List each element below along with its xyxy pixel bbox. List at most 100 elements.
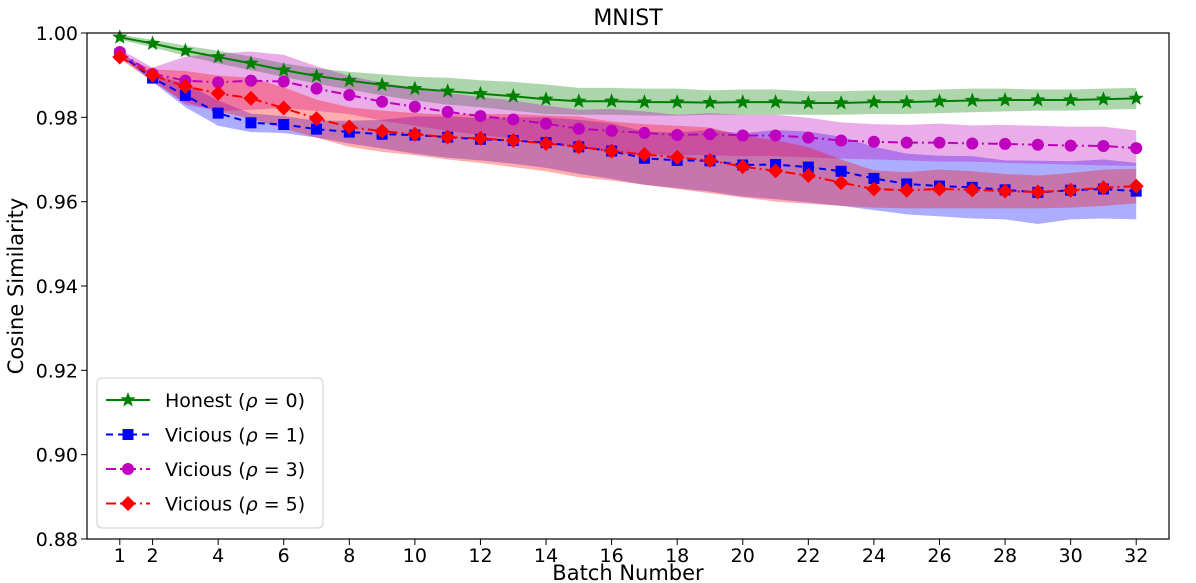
- data-point-series-3: [374, 123, 390, 139]
- data-point-series-0: [1095, 91, 1112, 106]
- data-point-series-0: [833, 95, 849, 110]
- data-point-series-3: [1030, 184, 1046, 200]
- y-tick-label: 1.00: [36, 23, 78, 45]
- data-point-series-0: [735, 94, 751, 109]
- data-point-series-3: [505, 133, 521, 149]
- data-point-series-3: [931, 181, 947, 197]
- data-point-series-1: [868, 172, 880, 184]
- data-point-series-0: [899, 94, 915, 109]
- data-point-series-2: [441, 105, 454, 118]
- data-point-series-0: [243, 55, 259, 70]
- data-point-series-2: [1130, 142, 1143, 155]
- x-tick-label: 28: [993, 545, 1017, 567]
- data-point-series-2: [671, 129, 684, 142]
- data-point-series-2: [1064, 139, 1077, 152]
- legend-label: Vicious (ρ = 5): [165, 494, 305, 516]
- data-point-series-3: [1063, 182, 1079, 198]
- data-point-series-0: [1030, 92, 1046, 107]
- y-tick-label: 0.98: [36, 107, 78, 129]
- data-point-series-2: [933, 136, 946, 149]
- legend-label: Honest (ρ = 0): [165, 390, 305, 412]
- data-point-series-0: [1063, 92, 1079, 107]
- data-point-series-0: [210, 49, 226, 64]
- x-tick-label: 16: [600, 545, 624, 567]
- confidence-bands: [119, 34, 1137, 225]
- data-point-series-0: [604, 93, 620, 108]
- data-point-series-2: [999, 137, 1012, 150]
- data-point-series-0: [636, 94, 652, 109]
- data-point-series-3: [538, 135, 554, 151]
- legend-swatch-marker: [122, 463, 134, 475]
- data-point-series-3: [899, 182, 915, 198]
- data-point-series-3: [309, 111, 325, 127]
- data-point-series-2: [835, 134, 848, 147]
- data-point-series-3: [1095, 180, 1111, 196]
- data-point-series-2: [277, 75, 290, 88]
- data-point-series-3: [210, 85, 226, 101]
- x-tick-label: 24: [862, 545, 886, 567]
- data-point-series-2: [867, 135, 880, 148]
- data-point-series-3: [177, 79, 193, 95]
- data-point-series-3: [964, 182, 980, 198]
- data-point-series-1: [802, 161, 814, 173]
- series-markers: [112, 29, 1144, 200]
- data-point-series-2: [966, 137, 979, 150]
- x-tick-label: 14: [534, 545, 558, 567]
- data-point-series-2: [703, 128, 716, 141]
- data-point-series-3: [702, 152, 718, 168]
- x-tick-label: 22: [796, 545, 820, 567]
- data-point-series-0: [571, 93, 587, 108]
- y-axis-ticks: 0.88 0.90 0.92 0.94 0.96 0.98 1.00: [36, 23, 87, 551]
- data-point-series-2: [736, 129, 749, 142]
- data-point-series-2: [474, 110, 487, 123]
- data-point-series-0: [308, 68, 325, 83]
- y-tick-label: 0.88: [36, 529, 78, 551]
- data-point-series-3: [669, 149, 685, 165]
- x-axis-ticks: 1 2 4 6 8 10 12 14 16 18 20 22 24 26 28 30 32: [114, 539, 1148, 567]
- data-point-series-0: [276, 62, 292, 77]
- legend-swatch-marker: [120, 496, 136, 511]
- data-point-series-3: [735, 159, 751, 175]
- series-line-0: [119, 36, 1137, 104]
- data-point-series-0: [1128, 90, 1144, 105]
- data-point-series-3: [145, 67, 161, 83]
- data-point-series-1: [278, 119, 290, 131]
- data-point-series-2: [310, 82, 323, 95]
- data-point-series-1: [245, 117, 257, 129]
- data-point-series-0: [374, 76, 390, 92]
- x-tick-label: 2: [147, 545, 159, 567]
- x-tick-label: 30: [1059, 545, 1083, 567]
- data-point-series-0: [702, 94, 718, 110]
- data-point-series-1: [212, 107, 224, 119]
- legend-label: Vicious (ρ = 1): [165, 425, 305, 447]
- x-tick-label: 32: [1124, 545, 1148, 567]
- data-point-series-3: [866, 181, 882, 197]
- legend-swatch-marker: [122, 429, 134, 440]
- data-point-series-0: [767, 94, 784, 109]
- data-point-series-2: [900, 136, 913, 149]
- x-tick-label: 6: [278, 545, 290, 567]
- data-point-series-2: [244, 74, 257, 87]
- x-tick-label: 12: [468, 545, 492, 567]
- data-point-series-0: [800, 95, 816, 110]
- data-point-series-0: [505, 88, 521, 103]
- x-tick-label: 8: [343, 545, 355, 567]
- data-point-series-2: [1031, 138, 1044, 151]
- data-point-series-2: [572, 122, 585, 135]
- data-point-series-2: [605, 124, 618, 137]
- y-tick-label: 0.94: [36, 276, 78, 298]
- data-point-series-0: [144, 35, 161, 51]
- data-point-series-0: [112, 29, 128, 44]
- data-point-series-3: [440, 129, 456, 145]
- data-point-series-2: [769, 129, 782, 142]
- data-point-series-2: [540, 117, 553, 130]
- data-point-series-3: [800, 168, 816, 184]
- data-point-series-1: [311, 123, 323, 135]
- data-point-series-0: [472, 85, 489, 101]
- data-point-series-2: [376, 95, 389, 108]
- legend: Honest (ρ = 0) Vicious (ρ = 1) Vicious (ρ …: [96, 377, 324, 529]
- x-tick-label: 10: [403, 545, 427, 567]
- data-point-series-1: [835, 165, 847, 177]
- confidence-band-series-2: [119, 49, 1137, 166]
- x-tick-label: 4: [212, 545, 224, 567]
